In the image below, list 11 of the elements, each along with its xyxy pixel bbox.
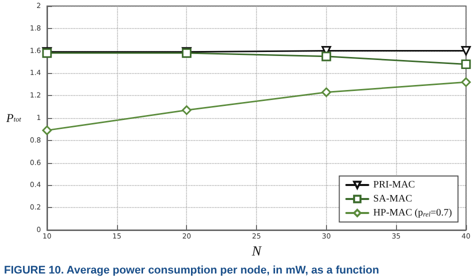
- point: [322, 52, 332, 62]
- point: [461, 77, 471, 87]
- legend-label: PRI-MAC: [373, 180, 416, 190]
- point: [461, 46, 471, 56]
- point: [461, 59, 471, 70]
- legend-label: SA-MAC: [373, 194, 413, 204]
- point: [182, 105, 192, 115]
- x-axis-title: N: [250, 244, 262, 260]
- caption: FIGURE 10. Average power consumption per node, in mW, as a function: [4, 264, 380, 276]
- point: [322, 87, 332, 98]
- point: [42, 126, 52, 136]
